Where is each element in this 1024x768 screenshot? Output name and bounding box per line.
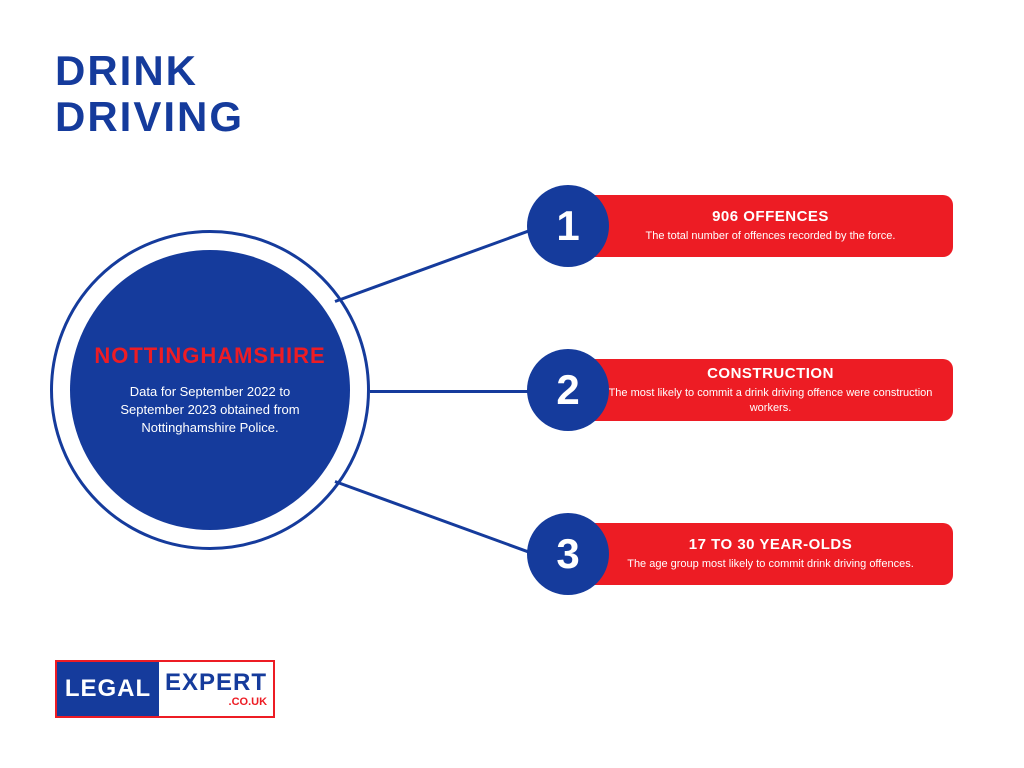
infobox-1: 906 OFFENCES The total number of offence… bbox=[568, 195, 953, 257]
hub-description: Data for September 2022 to September 202… bbox=[100, 383, 320, 438]
infobox-1-desc: The total number of offences recorded by… bbox=[646, 229, 896, 243]
page-title: DRINK DRIVING bbox=[55, 48, 244, 140]
logo-couk-text: .CO.UK bbox=[165, 697, 267, 708]
hub-title: NOTTINGHAMSHIRE bbox=[94, 343, 325, 369]
infobox-1-title: 906 OFFENCES bbox=[712, 208, 829, 225]
connector-1 bbox=[334, 221, 551, 302]
infobox-2-desc: The most likely to commit a drink drivin… bbox=[608, 386, 933, 415]
infobox-2: CONSTRUCTION The most likely to commit a… bbox=[568, 359, 953, 421]
connector-3 bbox=[334, 480, 551, 561]
infobox-3-desc: The age group most likely to commit drin… bbox=[627, 557, 914, 571]
hub-circle: NOTTINGHAMSHIRE Data for September 2022 … bbox=[70, 250, 350, 530]
infobox-2-title: CONSTRUCTION bbox=[707, 365, 834, 382]
title-line-2: DRIVING bbox=[55, 94, 244, 140]
badge-1: 1 bbox=[527, 185, 609, 267]
logo-right-panel: EXPERT .CO.UK bbox=[159, 671, 267, 708]
logo: LEGAL EXPERT .CO.UK bbox=[55, 660, 275, 718]
logo-expert-text: EXPERT bbox=[165, 671, 267, 695]
infobox-3: 17 TO 30 YEAR-OLDS The age group most li… bbox=[568, 523, 953, 585]
infobox-3-title: 17 TO 30 YEAR-OLDS bbox=[689, 536, 853, 553]
badge-3: 3 bbox=[527, 513, 609, 595]
logo-left-panel: LEGAL bbox=[57, 662, 159, 716]
title-line-1: DRINK bbox=[55, 48, 244, 94]
badge-2: 2 bbox=[527, 349, 609, 431]
